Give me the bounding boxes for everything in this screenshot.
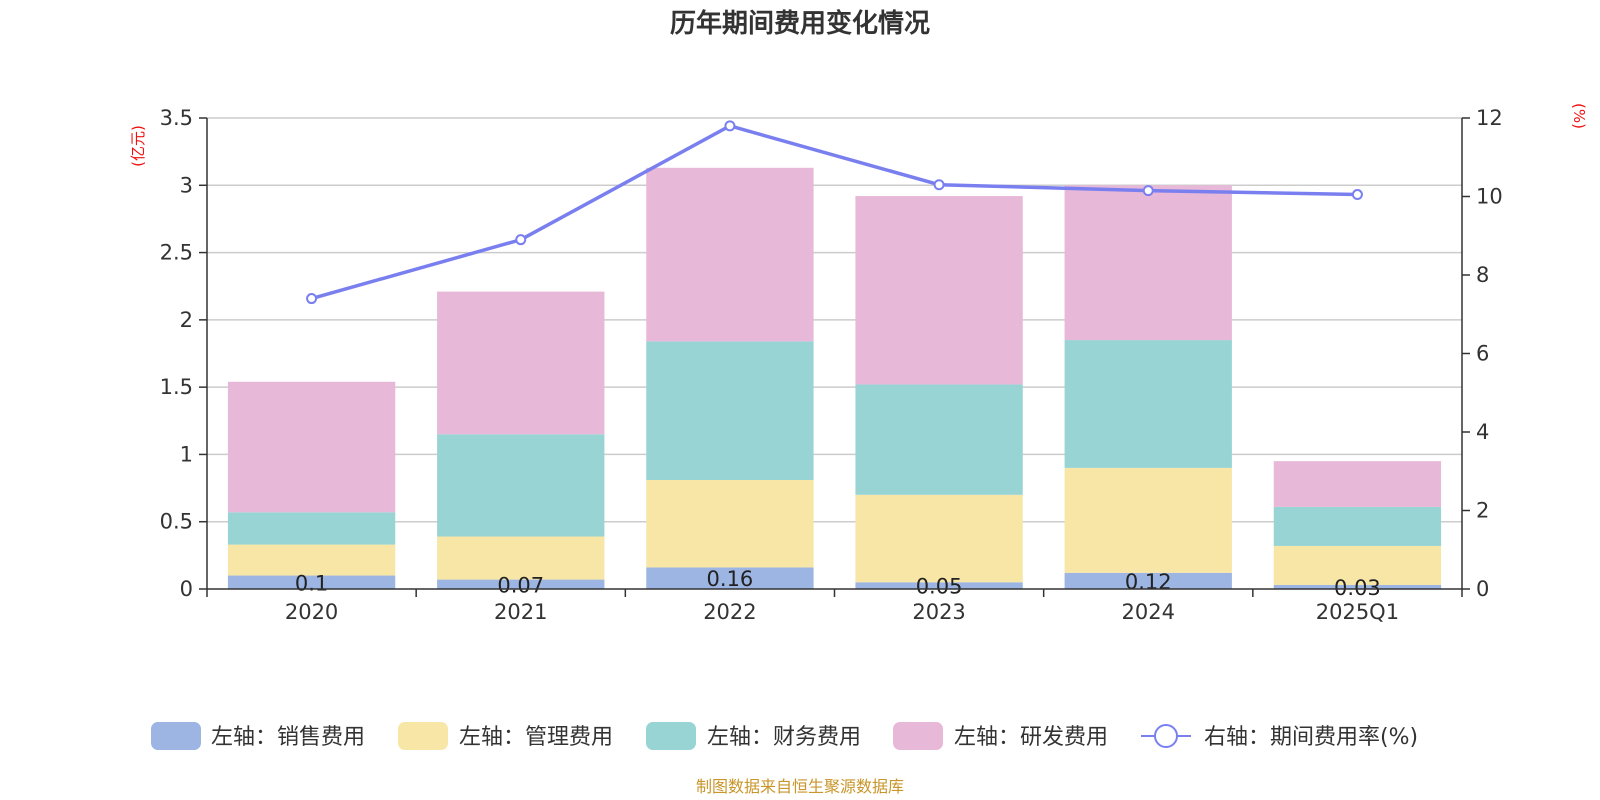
rate-point-2023 [933,179,945,191]
axes: 0 0.5 1 1.5 2 2.5 3 3.5 0 2 4 6 8 10 12 2020 2021 2022 202… [160,106,1503,624]
left-axis-unit: (亿元) [129,125,147,167]
bar-segment-3-2025Q1 [1273,506,1442,546]
rate-point-2024 [1142,185,1154,197]
bar-segment-3-2020 [227,512,396,545]
bar-segment-4-2020 [227,381,396,513]
left-tick-label: 1.5 [160,375,193,399]
legend: 左轴：销售费用 左轴：管理费用 左轴：财务费用 左轴：研发费用 右轴：期间费用率(%) [151,722,1418,750]
legend-swatch [646,722,696,750]
right-tick-label: 6 [1476,342,1489,366]
bar-segment-1-2023 [855,582,1023,589]
legend-label: 左轴：管理费用 [459,725,613,750]
legend-swatch [151,722,201,750]
gridlines [207,117,1462,523]
left-tick-label: 1 [180,442,193,466]
bar-segment-2-2020 [227,544,396,576]
rate-point-2021 [515,234,527,246]
rate-line [311,124,1358,301]
legend-swatch [893,722,943,750]
bar-segment-1-2020 [227,575,396,589]
right-tick-label: 12 [1476,106,1503,130]
bar-segment-3-2022 [646,341,814,480]
bar-segment-1-2025Q1 [1273,584,1442,589]
bar-data-label: 0.12 [1125,570,1172,594]
bar-segment-2-2025Q1 [1273,545,1442,585]
bar-segment-4-2024 [1064,185,1232,341]
right-tick-label: 8 [1476,263,1489,287]
left-tick-label: 2 [180,308,193,332]
bar-segment-3-2023 [855,384,1023,495]
rate-point-2025Q1 [1351,189,1363,201]
right-tick-label: 10 [1476,185,1503,209]
bar-data-label: 0.03 [1334,576,1381,600]
chart-title: 历年期间费用变化情况 [670,8,930,39]
right-axis-unit: (%) [1570,103,1588,129]
legend-label: 左轴：财务费用 [707,725,861,750]
legend-item-2: 左轴：管理费用 [398,722,613,750]
left-tick-label: 3 [180,173,193,197]
bar-segment-2-2024 [1064,467,1232,573]
bar-data-label: 0.16 [707,567,754,591]
bar-segment-2-2021 [437,536,605,580]
left-tick-label: 2.5 [160,241,193,265]
right-tick-label: 0 [1476,577,1489,601]
left-tick-label: 0.5 [160,510,193,534]
legend-swatch [398,722,448,750]
bar-segment-4-2025Q1 [1273,461,1442,507]
bar-data-label: 0.05 [916,575,963,599]
right-tick-label: 2 [1476,499,1489,523]
legend-marker [1154,724,1178,748]
bar-segment-1-2021 [437,579,605,589]
bar-segment-4-2021 [437,291,605,435]
legend-item-4: 左轴：研发费用 [893,722,1108,750]
rate-point-2020 [306,293,318,305]
bar-segment-1-2022 [646,567,814,589]
data-source-note: 制图数据来自恒生聚源数据库 [696,777,904,796]
rate-point-2022 [724,120,736,132]
legend-label: 右轴：期间费用率(%) [1204,725,1418,750]
bar-segment-4-2023 [855,196,1023,385]
legend-label: 左轴：销售费用 [211,725,365,750]
legend-item-5: 右轴：期间费用率(%) [1141,724,1418,750]
x-tick-label: 2020 [285,600,338,624]
left-tick-label: 3.5 [160,106,193,130]
bar-data-label: 0.07 [497,573,544,597]
bar-segment-2-2022 [646,479,814,568]
legend-label: 左轴：研发费用 [954,725,1108,750]
bar-segment-3-2024 [1064,340,1232,468]
bar-segment-2-2023 [855,494,1023,583]
x-tick-label: 2025Q1 [1316,600,1399,624]
bar-series: 0.1 0.07 0.16 0.05 0.12 0.03 [227,167,1442,600]
legend-item-1: 左轴：销售费用 [151,722,365,750]
bar-data-label: 0.1 [295,571,328,595]
bar-segment-3-2021 [437,434,605,537]
rate-line-series [306,120,1363,305]
x-tick-label: 2024 [1122,600,1175,624]
bar-segment-1-2024 [1064,572,1232,589]
left-tick-label: 0 [180,577,193,601]
x-tick-label: 2023 [912,600,965,624]
x-tick-label: 2022 [703,600,756,624]
legend-item-3: 左轴：财务费用 [646,722,861,750]
bar-segment-4-2022 [646,167,814,342]
right-tick-label: 4 [1476,420,1489,444]
x-tick-label: 2021 [494,600,547,624]
